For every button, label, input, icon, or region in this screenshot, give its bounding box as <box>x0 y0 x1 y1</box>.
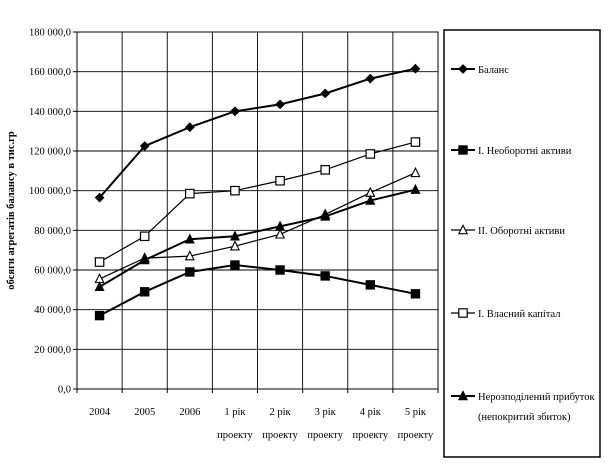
triangle-marker <box>320 210 331 221</box>
series-line <box>99 172 416 280</box>
series-3 <box>94 166 421 284</box>
y-tick-label: 180 000,0 <box>29 28 71 39</box>
x-tick-label: проекту <box>262 430 298 441</box>
series-1 <box>94 63 421 203</box>
legend-label: Баланс <box>478 65 509 76</box>
triangle-marker <box>365 194 376 205</box>
y-tick-label: 160 000,0 <box>29 67 71 78</box>
y-tick-label: 20 000,0 <box>34 345 71 356</box>
series-line <box>99 264 416 317</box>
square-marker <box>139 287 150 297</box>
series-line <box>99 141 416 263</box>
x-tick-label: 2004 <box>89 407 111 418</box>
x-tick-label: проекту <box>353 430 389 441</box>
y-tick-label: 0,0 <box>58 385 71 396</box>
open-square-marker <box>410 137 421 147</box>
x-tick-label: 2006 <box>179 407 200 418</box>
square-marker <box>365 280 376 290</box>
square-marker <box>458 145 468 155</box>
open-triangle-marker <box>184 250 195 261</box>
legend-label: І. Необоротні активи <box>478 146 572 157</box>
square-marker <box>230 260 240 270</box>
y-tick-label: 140 000,0 <box>29 107 71 118</box>
y-tick-label: 40 000,0 <box>34 305 71 316</box>
y-tick-label: 120 000,0 <box>29 147 71 158</box>
series-line <box>99 188 416 288</box>
diamond-marker <box>320 88 331 99</box>
legend-entry: ІІ. Оборотні активи <box>451 224 565 237</box>
open-square-marker <box>458 308 468 318</box>
open-square-marker <box>320 165 330 175</box>
square-marker <box>320 271 330 281</box>
y-tick-label: 80 000,0 <box>34 226 71 237</box>
triangle-marker <box>275 220 286 231</box>
gridlines <box>77 32 438 389</box>
legend-label: Нерозподілений прибуток <box>478 392 595 403</box>
x-tick-label: 5 рік <box>405 407 427 418</box>
square-marker <box>275 265 285 275</box>
triangle-marker <box>94 281 105 292</box>
triangle-marker <box>457 390 469 401</box>
triangle-marker <box>139 254 150 265</box>
y-axis-ticks: 0,0 20 000,0 40 000,0 60 000,0 80 000,0 100 0… <box>29 28 77 396</box>
diamond-marker <box>275 99 285 110</box>
y-axis-label: обсяги агрегатів балансу в тис.гр <box>6 131 17 290</box>
square-marker <box>94 310 105 321</box>
square-marker <box>185 267 195 277</box>
diamond-marker <box>184 122 195 133</box>
open-triangle-marker <box>229 240 241 251</box>
triangle-marker <box>184 233 195 244</box>
x-tick-label: 2005 <box>134 407 155 418</box>
x-tick-label: 2 рік <box>269 407 291 418</box>
open-square-marker <box>230 185 240 196</box>
diamond-marker <box>365 73 376 84</box>
triangle-marker <box>229 230 240 241</box>
series-5 <box>94 183 421 292</box>
triangle-marker <box>410 183 421 194</box>
open-square-marker <box>275 175 285 186</box>
x-tick-label: 3 рік <box>315 407 337 418</box>
open-square-marker <box>139 231 150 242</box>
diamond-marker <box>94 192 105 203</box>
x-tick-label: проекту <box>307 430 343 441</box>
x-tick-label: 4 рік <box>360 407 382 418</box>
legend: Баланс І. Необоротні активи ІІ. Оборотні а… <box>443 29 601 458</box>
diamond-marker <box>458 64 468 74</box>
series-group <box>94 63 421 321</box>
y-tick-label: 60 000,0 <box>34 266 71 277</box>
open-square-marker <box>94 257 105 267</box>
legend-entry: Баланс <box>451 64 509 76</box>
series-2 <box>94 260 421 321</box>
y-tick-label: 100 000,0 <box>29 186 71 197</box>
series-line <box>98 67 416 199</box>
legend-entry: Нерозподілений прибуток (непокритий збито… <box>451 390 595 423</box>
open-triangle-marker <box>274 228 286 239</box>
open-triangle-marker <box>410 166 421 178</box>
diamond-marker <box>230 106 240 117</box>
x-tick-label: проекту <box>398 430 434 441</box>
legend-label: ІІ. Оборотні активи <box>478 226 565 237</box>
x-tick-label: 1 рік <box>224 407 246 418</box>
square-marker <box>410 289 421 299</box>
legend-box <box>443 29 601 458</box>
legend-entry: І. Необоротні активи <box>451 145 572 157</box>
open-square-marker <box>185 188 195 199</box>
diamond-marker <box>139 141 150 151</box>
x-tick-label: проекту <box>217 430 253 441</box>
legend-label: І. Власний капітал <box>478 309 561 320</box>
legend-entry: І. Власний капітал <box>451 308 561 320</box>
x-axis-ticks: 2004 2005 2006 1 рік проекту 2 рік проекту 3 рі… <box>76 389 439 441</box>
open-square-marker <box>365 149 376 159</box>
legend-label: (непокритий збиток) <box>478 412 571 423</box>
open-triangle-marker <box>457 224 469 235</box>
diamond-marker <box>410 63 421 74</box>
series-4 <box>94 137 421 267</box>
